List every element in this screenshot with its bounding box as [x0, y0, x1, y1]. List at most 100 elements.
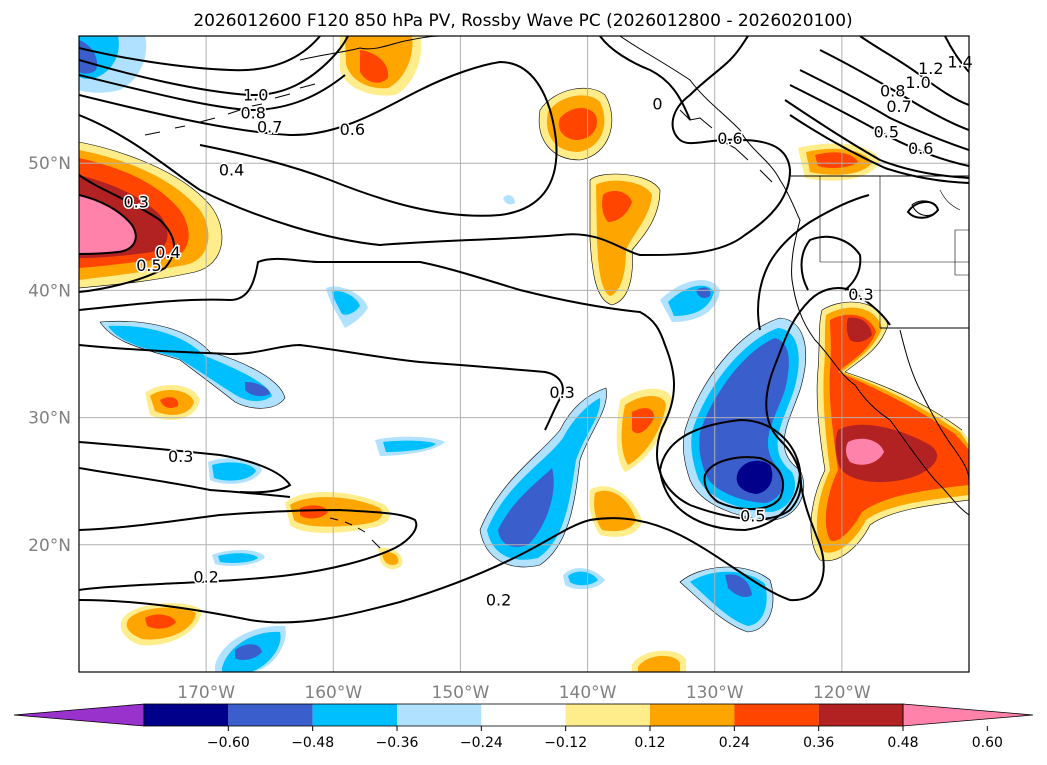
lon-tick-label: 120°W — [813, 683, 871, 703]
coastlines — [144, 36, 969, 549]
contour-label: 0.6 — [340, 120, 365, 139]
coast-baja-east — [899, 329, 969, 481]
contour-label: 0.5 — [874, 122, 899, 141]
contour-label: 0.2 — [486, 590, 511, 609]
colorbar: −0.60 −0.48 −0.36 −0.24 −0.12 0.12 0.24 0.36 0.4… — [13, 703, 1034, 751]
colorbar-frame — [143, 703, 904, 727]
coast-bc-islands — [679, 109, 773, 183]
contour-label: 0.3 — [848, 285, 873, 304]
colorbar-tick-label: 0.12 — [634, 735, 665, 751]
contour-label: 0.3 — [168, 447, 193, 466]
colorbar-segment — [481, 704, 566, 726]
contour-labels: 1.00.80.7 0.60.40.30.40.50.30.20.20.30.50… — [122, 51, 974, 611]
contour-label: 0.8 — [240, 103, 265, 122]
colorbar-segment — [228, 704, 313, 726]
contour-0-5-ne — [789, 114, 969, 184]
figure-title: 2026012600 F120 850 hPa PV, Rossby Wave … — [193, 11, 852, 31]
contour-0-2-south — [79, 508, 418, 591]
colorbar-segment — [650, 704, 735, 726]
colorbar-segment — [734, 704, 819, 726]
anomaly-negative-small-south — [563, 568, 605, 590]
map-panel: 1.00.80.7 0.60.40.30.40.50.30.20.20.30.50… — [28, 35, 974, 703]
contour-0-4-land — [757, 194, 870, 331]
anomaly-negative-mid-pacific — [100, 321, 285, 409]
contour-label: 0 — [652, 94, 662, 113]
anomaly-positive-hawaii-north — [145, 384, 200, 420]
contour-label: 0.6 — [717, 129, 742, 148]
anomaly-negative-small-dateline — [326, 286, 368, 328]
colorbar-tick-label: −0.48 — [291, 735, 334, 751]
contour-1-2-ne — [859, 36, 969, 106]
contour-label: 0.2 — [193, 568, 218, 587]
coast-hawaii — [329, 517, 381, 549]
anomaly-negative-subtropical — [480, 388, 607, 567]
contour-0-7-ne — [789, 84, 969, 167]
contour-small-loop — [906, 201, 940, 219]
lat-tick-label: 40°N — [28, 281, 71, 301]
anomaly-positive-southwest — [120, 603, 202, 646]
contour-0-3-subtropic — [79, 441, 292, 494]
contour-label: 1.0 — [905, 73, 930, 92]
latitude-tick-labels: 20°N 30°N 40°N 50°N — [28, 154, 71, 556]
contour-0-7-north — [79, 74, 346, 112]
contour-0-5-cutoff — [703, 456, 785, 511]
anomaly-negative-small-mid — [375, 436, 445, 456]
longitude-tick-labels: 170°W 160°W 150°W 140°W 130°W 120°W — [177, 683, 871, 703]
contour-label: 0.4 — [155, 243, 180, 262]
anomaly-negative-south-east — [680, 567, 774, 632]
contour-0-2-south-2 — [79, 469, 825, 624]
anomaly-negative-small-sw — [212, 549, 265, 566]
contour-0-2-low — [79, 467, 291, 498]
lat-tick-label: 50°N — [28, 154, 71, 174]
coast-west-us — [791, 219, 891, 421]
contour-0-4-cutoff — [658, 418, 802, 532]
colorbar-tick-label: 0.48 — [887, 735, 918, 751]
lat-tick-label: 20°N — [28, 536, 71, 556]
lon-tick-label: 170°W — [177, 683, 235, 703]
contour-1-4-ne — [944, 36, 969, 73]
anomaly-negative-tiny — [503, 195, 515, 205]
contour-0-6-north — [79, 60, 558, 217]
contour-label: 0.5 — [740, 507, 765, 526]
anomaly-positive-baja — [810, 302, 969, 561]
contour-0-5-north — [79, 194, 137, 255]
lon-tick-label: 150°W — [432, 683, 490, 703]
contour-label: 0.3 — [549, 383, 574, 402]
colorbar-extend-low — [13, 703, 145, 727]
contour-0-3-land — [800, 235, 891, 326]
colorbar-segment — [565, 704, 650, 726]
anomaly-positive-alaska — [340, 36, 422, 96]
lon-tick-label: 130°W — [686, 683, 744, 703]
colorbar-segment — [312, 704, 397, 726]
colorbar-tick-label: −0.24 — [460, 735, 503, 751]
anomaly-positive-gulf-east — [798, 143, 880, 181]
colorbar-extend-high — [902, 703, 1034, 727]
lon-tick-label: 160°W — [304, 683, 362, 703]
contour-label: 0.8 — [880, 82, 905, 101]
state-borders — [819, 176, 969, 328]
anomaly-negative-small-west — [208, 458, 262, 484]
pv-contours — [79, 36, 969, 624]
contour-label: 0.3 — [123, 192, 148, 211]
coast-gulf-alaska — [619, 36, 801, 221]
map-frame — [78, 35, 970, 673]
anomaly-outlines — [79, 88, 969, 633]
contour-0-3-mid — [79, 257, 851, 520]
contour-0-6-ne — [784, 99, 969, 179]
colorbar-tick-label: 0.36 — [803, 735, 834, 751]
contour-label: 0.7 — [886, 97, 911, 116]
lat-tick-label: 30°N — [28, 409, 71, 429]
coast-aleutians — [144, 83, 316, 136]
contour-label: 1.0 — [243, 86, 268, 105]
colorbar-tick-label: −0.60 — [207, 735, 250, 751]
contour-label: 1.4 — [947, 52, 972, 71]
coast-baja-west — [889, 419, 969, 516]
contour-0-2-mid — [79, 343, 564, 431]
pv-anomaly-shading — [79, 36, 969, 672]
colorbar-tick-label: −0.12 — [544, 735, 587, 751]
colorbar-tick-label: −0.36 — [376, 735, 419, 751]
contour-1-0-ne — [819, 49, 969, 131]
coast-alaska-peninsula — [299, 36, 441, 61]
contour-label: 1.2 — [918, 59, 943, 78]
